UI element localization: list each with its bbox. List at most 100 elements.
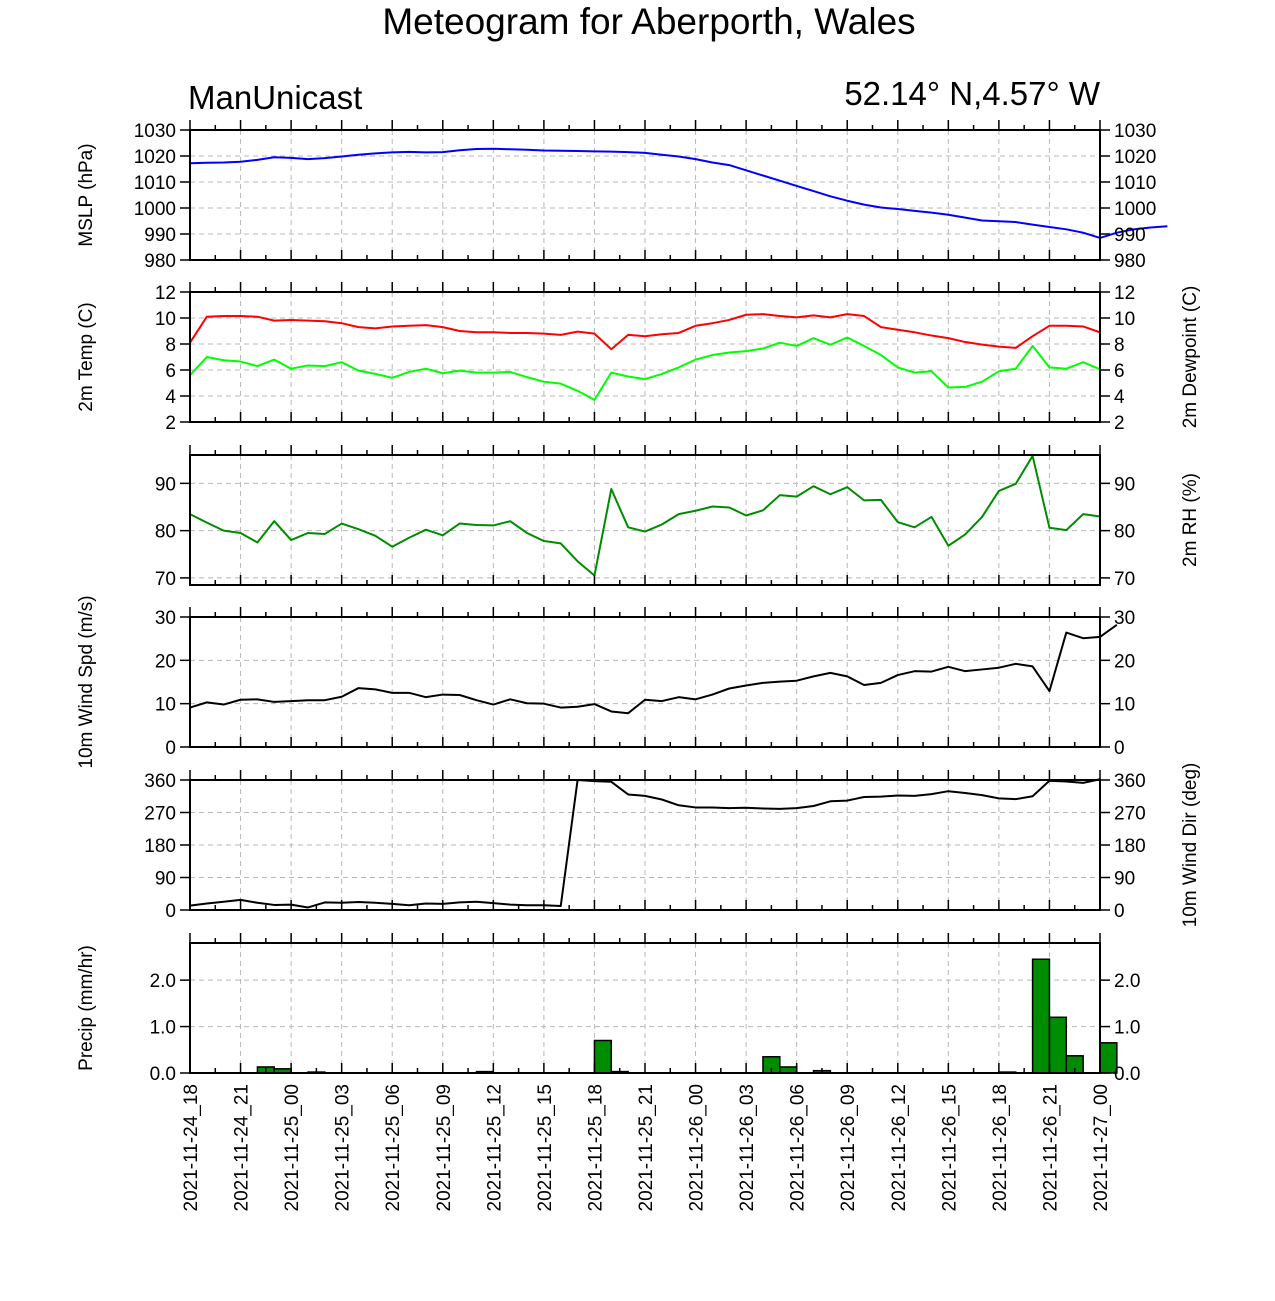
x-tick-label: 2021-11-26_06	[788, 1084, 809, 1211]
x-tick-label: 2021-11-25_15	[535, 1084, 556, 1211]
x-ticks	[189, 607, 1101, 747]
x-tick-label: 2021-11-25_21	[636, 1084, 657, 1211]
y-tick-label-right: 90	[1114, 474, 1135, 495]
x-tick-label: 2021-11-25_06	[383, 1084, 404, 1211]
precip-bar	[593, 1039, 613, 1074]
y-tick-label-right: 1010	[1114, 173, 1156, 194]
x-ticks	[189, 770, 1101, 910]
y-tick-label-right: 20	[1114, 651, 1135, 672]
y-tick-label-right: 1020	[1114, 147, 1156, 168]
y-tick-label-right: 90	[1114, 869, 1135, 890]
y-tick-label-right: 70	[1114, 569, 1135, 590]
y-tick-label-right: 980	[1114, 251, 1146, 272]
y-tick-label-left: 8	[165, 335, 176, 356]
y-tick-label-right: 0	[1114, 901, 1125, 922]
gridlines	[190, 943, 1100, 1073]
y-tick-label-left: 12	[155, 283, 176, 304]
x-tick-label: 2021-11-26_09	[838, 1084, 859, 1211]
y-tick-label-left: 0.0	[150, 1064, 176, 1085]
x-tick-label: 2021-11-24_21	[232, 1084, 253, 1211]
panel-precip: 0.0 0.0 1.0 1.0 2.0 2.0 Precip (mm/hr)	[76, 933, 1140, 1085]
y-tick-label-left: 1000	[134, 199, 176, 220]
y-tick-label-left: 30	[155, 608, 176, 629]
x-tick-label: 2021-11-24_18	[181, 1084, 202, 1211]
y-axis-title-left: 10m Wind Spd (m/s)	[76, 595, 97, 768]
y-tick-label-left: 20	[155, 651, 176, 672]
y-tick-label-left: 1020	[134, 147, 176, 168]
y-axis-title-right: 2m Dewpoint (C)	[1180, 286, 1201, 429]
x-tick-label: 2021-11-25_09	[434, 1084, 455, 1211]
y-axis-title-left: Precip (mm/hr)	[76, 945, 97, 1071]
x-tick-label: 2021-11-26_18	[990, 1084, 1011, 1211]
y-tick-label-right: 0	[1114, 738, 1125, 759]
y-tick-label-left: 0	[165, 738, 176, 759]
y-tick-label-left: 4	[165, 387, 176, 408]
y-tick-label-right: 12	[1114, 283, 1135, 304]
gridlines	[190, 455, 1100, 585]
precip-bar	[1031, 958, 1051, 1074]
x-tick-label: 2021-11-25_03	[333, 1084, 354, 1211]
panel-wdir: 0 0 90 90 180 180 270 270 360 360 10m Wind Dir (de…	[144, 763, 1201, 928]
y-tick-label-right: 990	[1114, 225, 1146, 246]
y-tick-label-right: 2.0	[1114, 971, 1140, 992]
y-tick-label-left: 80	[155, 522, 176, 543]
y-tick-label-left: 180	[144, 836, 176, 857]
panel-wspd: 0 0 10 10 20 20 30 30 10m Wind Spd (m/s)	[76, 595, 1135, 768]
x-tick-label: 2021-11-27_00	[1091, 1084, 1112, 1211]
precip-bar	[1048, 1016, 1068, 1074]
y-tick-label-left: 360	[144, 771, 176, 792]
x-ticks	[189, 445, 1101, 585]
model-label: ManUnicast	[188, 79, 363, 116]
y-tick-label-right: 80	[1114, 522, 1135, 543]
x-ticks	[189, 282, 1101, 422]
gridlines	[190, 780, 1100, 910]
y-tick-label-right: 360	[1114, 771, 1146, 792]
temp-series-0	[189, 313, 1101, 351]
panel-rh: 70 70 80 80 90 90 2m RH (%)	[155, 445, 1201, 590]
x-tick-label: 2021-11-26_00	[687, 1084, 708, 1211]
panel-temp: 2 2 4 4 6 6 8 8 10 10 12 12 2m Temp (C) 2m Dewpoint (…	[76, 282, 1201, 434]
chart-title: Meteogram for Aberporth, Wales	[382, 1, 916, 42]
gridlines	[190, 292, 1100, 422]
rh-series-0	[189, 454, 1101, 577]
y-tick-label-right: 10	[1114, 695, 1135, 716]
y-tick-label-right: 10	[1114, 309, 1135, 330]
y-tick-label-right: 1000	[1114, 199, 1156, 220]
y-tick-label-right: 2	[1114, 413, 1125, 434]
x-tick-label: 2021-11-25_12	[484, 1084, 505, 1211]
y-tick-label-left: 1010	[134, 173, 176, 194]
mslp-series-0	[189, 147, 1168, 239]
y-axis-title-left: 2m Temp (C)	[76, 302, 97, 411]
x-ticks	[189, 933, 1101, 1073]
y-tick-label-left: 90	[155, 869, 176, 890]
y-tick-label-left: 90	[155, 474, 176, 495]
y-axis-title-right: 2m RH (%)	[1180, 473, 1201, 567]
gridlines	[190, 617, 1100, 747]
y-tick-label-left: 6	[165, 361, 176, 382]
y-tick-label-left: 2	[165, 413, 176, 434]
x-tick-label: 2021-11-26_15	[939, 1084, 960, 1211]
y-tick-label-right: 0.0	[1114, 1064, 1140, 1085]
y-tick-label-right: 8	[1114, 335, 1125, 356]
x-ticks	[189, 120, 1101, 260]
y-tick-label-right: 30	[1114, 608, 1135, 629]
y-tick-label-right: 1.0	[1114, 1018, 1140, 1039]
y-tick-label-left: 1.0	[150, 1018, 176, 1039]
y-tick-label-left: 10	[155, 695, 176, 716]
y-tick-label-left: 0	[165, 901, 176, 922]
y-tick-label-right: 180	[1114, 836, 1146, 857]
x-tick-label: 2021-11-25_18	[585, 1084, 606, 1211]
wspd-series-0	[189, 623, 1118, 715]
y-tick-label-left: 980	[144, 251, 176, 272]
x-tick-label: 2021-11-26_03	[737, 1084, 758, 1211]
y-tick-label-left: 1030	[134, 121, 176, 142]
panel-mslp: 980 980 990 990 1000 1000 1010 1010 1020 1020 1030…	[76, 120, 1168, 272]
y-tick-label-right: 1030	[1114, 121, 1156, 142]
location-label: 52.14° N,4.57° W	[844, 75, 1100, 112]
y-tick-label-left: 2.0	[150, 971, 176, 992]
x-tick-label: 2021-11-26_12	[889, 1084, 910, 1211]
y-tick-label-right: 6	[1114, 361, 1125, 382]
x-tick-label: 2021-11-25_00	[282, 1084, 303, 1211]
y-tick-label-left: 270	[144, 804, 176, 825]
